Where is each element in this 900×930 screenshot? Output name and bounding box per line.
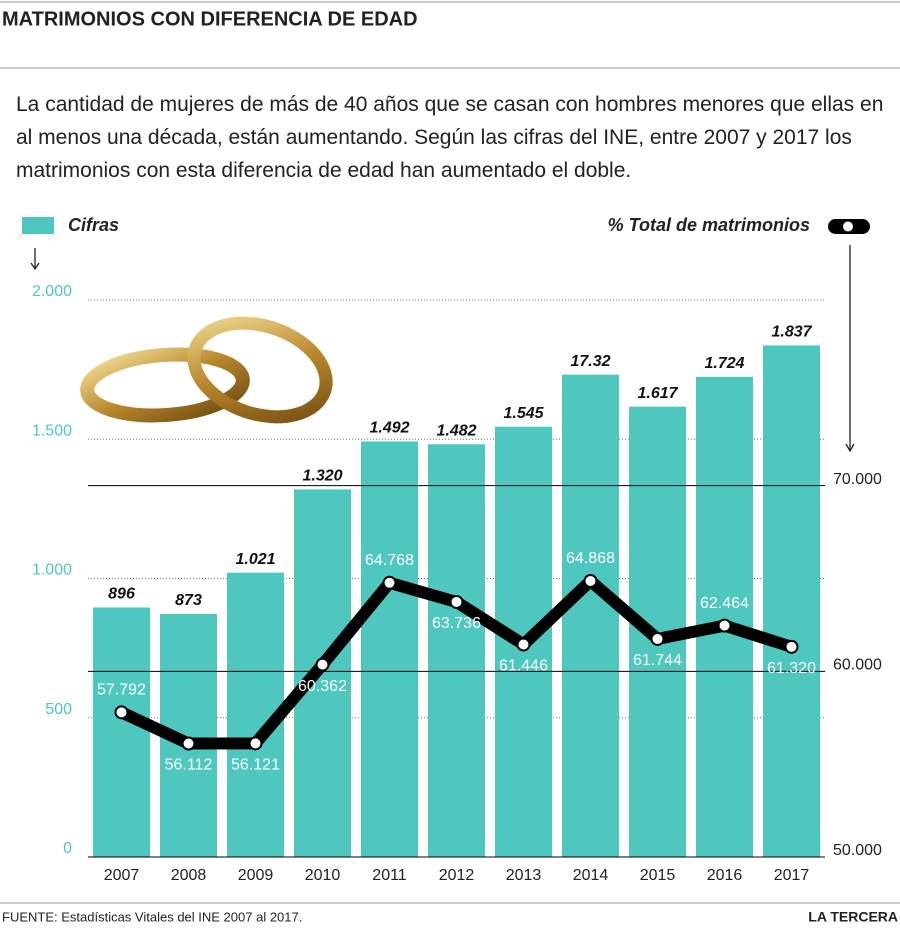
x-tick-label: 2007: [104, 867, 140, 884]
legend-label: % Total de matrimonios: [608, 215, 810, 235]
bar-value-label: 896: [108, 586, 135, 603]
y-tick-label: 2.000: [32, 283, 72, 300]
source: FUENTE: Estadísticas Vitales del INE 200…: [2, 909, 302, 924]
y-tick-label: 500: [45, 701, 72, 718]
bar: [696, 376, 753, 857]
publisher: LA TERCERA: [808, 909, 898, 925]
bar-value-label: 1.482: [436, 422, 476, 439]
bar-value-label: 873: [175, 592, 202, 609]
x-tick-label: 2008: [171, 867, 207, 884]
line-value-label: 61.320: [767, 660, 816, 677]
bar-value-label: 17.32: [570, 353, 610, 370]
y2-tick-label: 60.000: [833, 657, 882, 674]
x-tick-label: 2013: [506, 867, 542, 884]
bar: [562, 374, 619, 857]
line-point: [650, 631, 665, 646]
arrows: [30, 245, 855, 453]
line-value-label: 64.768: [365, 552, 414, 569]
line-value-label: 60.362: [298, 678, 347, 695]
line-point: [181, 736, 196, 751]
y2-tick-label: 50.000: [833, 842, 882, 859]
line-point: [382, 575, 397, 590]
x-tick-label: 2014: [573, 867, 609, 884]
line-point: [516, 637, 531, 652]
y2-tick-label: 70.000: [833, 471, 882, 488]
line-point: [717, 618, 732, 633]
bar-value-label: 1.617: [637, 385, 678, 402]
line-point: [449, 594, 464, 609]
line-point: [248, 736, 263, 751]
x-tick-label: 2015: [640, 867, 676, 884]
bar-value-label: 1.545: [503, 405, 544, 422]
legend-label: Cifras: [68, 215, 119, 235]
bar-value-label: 1.021: [235, 551, 275, 568]
line-point: [315, 657, 330, 672]
line-value-label: 61.446: [499, 658, 548, 675]
legend-swatch: [22, 217, 54, 234]
y-tick-label: 0: [63, 840, 72, 857]
y-tick-label: 1.500: [32, 422, 72, 439]
subtitle: La cantidad de mujeres de más de 40 años…: [16, 93, 884, 182]
bar: [428, 444, 485, 857]
chart-title: MATRIMONIOS CON DIFERENCIA DE EDAD: [2, 8, 418, 30]
x-tick-label: 2016: [707, 867, 743, 884]
bar: [763, 345, 820, 857]
x-tick-label: 2017: [774, 867, 810, 884]
bar: [361, 441, 418, 857]
x-tick-label: 2009: [238, 867, 274, 884]
line-value-label: 57.792: [97, 682, 146, 699]
bar-value-label: 1.837: [771, 324, 812, 341]
line-value-label: 56.121: [231, 757, 280, 774]
rings-illustration: [80, 316, 333, 424]
line-point: [784, 639, 799, 654]
bar-value-label: 1.320: [302, 468, 342, 485]
bar-value-label: 1.724: [704, 355, 744, 372]
line-value-label: 56.112: [165, 757, 213, 774]
x-tick-label: 2012: [439, 867, 475, 884]
legend-swatch: [843, 221, 853, 232]
y-tick-label: 1.000: [32, 562, 72, 579]
line-value-label: 63.736: [432, 615, 481, 632]
line-point: [114, 705, 129, 720]
line-value-label: 61.744: [633, 652, 682, 669]
x-tick-label: 2010: [305, 867, 341, 884]
line-value-label: 62.464: [700, 595, 749, 612]
line-point: [583, 573, 598, 588]
line-value-label: 64.868: [566, 550, 615, 567]
bar: [93, 607, 150, 857]
bar-value-label: 1.492: [369, 420, 409, 437]
x-tick-label: 2011: [372, 867, 407, 884]
